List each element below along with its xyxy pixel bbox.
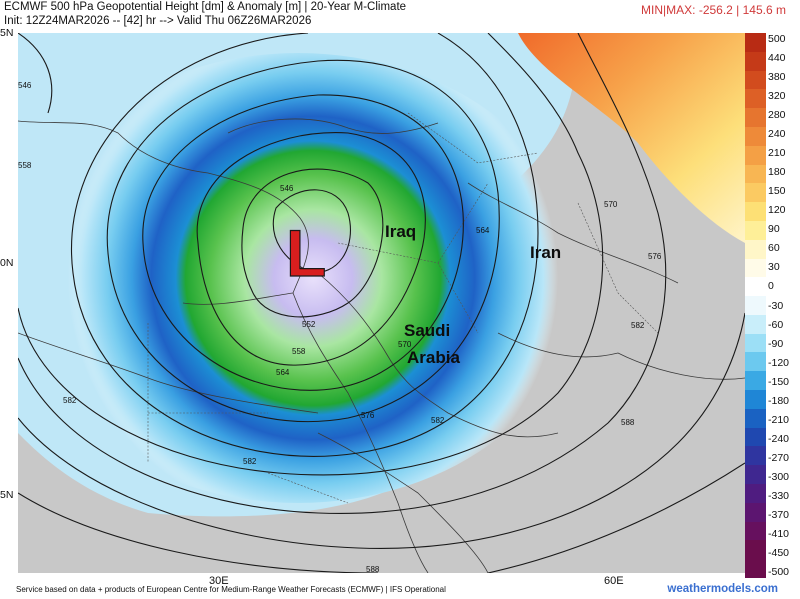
colorbar-tick-label: 30 — [768, 261, 780, 274]
country-label-iraq: Iraq — [385, 222, 416, 241]
height-contours — [18, 33, 745, 573]
positive-anomaly — [518, 33, 745, 243]
colorbar-tick-label: -450 — [768, 546, 790, 559]
colorbar-swatch — [745, 108, 766, 128]
lon-label: 30E — [209, 575, 229, 587]
colorbar-tick-label: 0 — [768, 280, 774, 293]
colorbar-tick-label: 120 — [768, 204, 786, 217]
contour-label: 564 — [276, 368, 290, 377]
colorbar-swatch — [745, 220, 766, 241]
colorbar-swatch — [745, 51, 766, 72]
colorbar-swatch — [745, 314, 766, 335]
colorbar-tick-label: -90 — [768, 337, 784, 350]
lat-label: 0N — [0, 257, 14, 269]
colorbar-tick-label: 180 — [768, 166, 786, 179]
colorbar-tick-label: 440 — [768, 52, 786, 65]
colorbar-tick-label: 210 — [768, 147, 786, 160]
colorbar-tick-label: 280 — [768, 109, 786, 122]
colorbar-tick-label: -410 — [768, 527, 790, 540]
contour-label: 546 — [280, 184, 294, 193]
contour-label: 588 — [621, 418, 635, 427]
colorbar-tick-label: -500 — [768, 566, 790, 578]
colorbar-swatch — [745, 540, 766, 560]
colorbar-tick-label: -240 — [768, 432, 790, 445]
map-title: ECMWF 500 hPa Geopotential Height [dm] &… — [4, 1, 407, 13]
contour-label: 558 — [292, 347, 306, 356]
colorbar-tick-label: 150 — [768, 185, 786, 198]
lon-label: 60E — [604, 575, 624, 587]
colorbar-tick-label: 60 — [768, 242, 780, 255]
colorbar-swatch — [745, 427, 766, 447]
colorbar-swatch — [745, 33, 766, 53]
contour-label: 576 — [648, 252, 662, 261]
colorbar-swatch — [745, 371, 766, 391]
colorbar-swatch — [745, 352, 766, 372]
colorbar-swatch — [745, 258, 766, 278]
colorbar-swatch — [745, 126, 766, 147]
colorbar-tick-label: -270 — [768, 451, 790, 464]
colorbar-swatch — [745, 484, 766, 504]
colorbar-swatch — [745, 446, 766, 466]
colorbar-swatch — [745, 502, 766, 523]
colorbar-swatch — [745, 333, 766, 353]
colorbar-tick-label: -330 — [768, 489, 790, 502]
colorbar-swatch — [745, 277, 766, 297]
country-label-arabia: Arabia — [407, 348, 460, 367]
contour-label: 564 — [476, 226, 490, 235]
colorbar-tick-label: -120 — [768, 356, 790, 369]
contour-label: 546 — [18, 81, 32, 90]
contour-label: 570 — [398, 340, 412, 349]
colorbar-swatch — [745, 296, 766, 316]
colorbar-tick-label: -370 — [768, 508, 790, 521]
brand-link[interactable]: weathermodels.com — [667, 583, 778, 595]
min-max-readout: MIN|MAX: -256.2 | 145.6 m — [641, 3, 786, 17]
contour-label: 582 — [63, 396, 77, 405]
colorbar-swatch — [745, 202, 766, 222]
colorbar-tick-label: -210 — [768, 413, 790, 426]
country-label-saudi: Saudi — [404, 321, 450, 340]
colorbar-tick-label: -180 — [768, 394, 790, 407]
forecast-map: 546 546 552 558 558 564 564 570 570 576 … — [18, 33, 745, 573]
contour-label: 552 — [302, 320, 316, 329]
colorbar-swatch — [745, 408, 766, 429]
colorbar — [745, 33, 766, 579]
country-label-iran: Iran — [530, 243, 561, 262]
colorbar-tick-label: -30 — [768, 299, 784, 312]
colorbar-swatch — [745, 521, 766, 541]
lat-label: 5N — [0, 489, 14, 501]
colorbar-tick-label: -60 — [768, 318, 784, 331]
contour-label: 588 — [366, 565, 380, 573]
map-subtitle: Init: 12Z24MAR2026 -- [42] hr --> Valid … — [4, 15, 312, 27]
colorbar-swatch — [745, 145, 766, 166]
coastlines — [18, 118, 745, 573]
contour-label: 582 — [631, 321, 645, 330]
colorbar-swatch — [745, 89, 766, 109]
colorbar-swatch — [745, 164, 766, 184]
colorbar-swatch — [745, 70, 766, 90]
colorbar-tick-label: 380 — [768, 71, 786, 84]
negative-anomaly — [18, 53, 583, 503]
colorbar-swatch — [745, 390, 766, 410]
colorbar-swatch — [745, 465, 766, 485]
colorbar-swatch — [745, 239, 766, 259]
contour-label: 582 — [431, 416, 445, 425]
colorbar-tick-label: 240 — [768, 128, 786, 141]
colorbar-swatch — [745, 559, 766, 579]
contour-label: 558 — [18, 161, 32, 170]
colorbar-tick-label: 320 — [768, 90, 786, 103]
contour-label: 582 — [243, 457, 257, 466]
low-pressure-marker: L — [286, 216, 326, 290]
contour-label: 576 — [361, 411, 375, 420]
contour-label: 570 — [604, 200, 618, 209]
colorbar-tick-label: 500 — [768, 33, 786, 45]
footer-credit: Service based on data + products of Euro… — [16, 585, 446, 594]
colorbar-tick-label: -150 — [768, 375, 790, 388]
colorbar-tick-label: 90 — [768, 223, 780, 236]
lat-label: 5N — [0, 27, 14, 39]
contour-labels: 546 546 552 558 558 564 564 570 570 576 … — [18, 81, 662, 573]
colorbar-tick-label: -300 — [768, 470, 790, 483]
colorbar-swatch — [745, 183, 766, 203]
